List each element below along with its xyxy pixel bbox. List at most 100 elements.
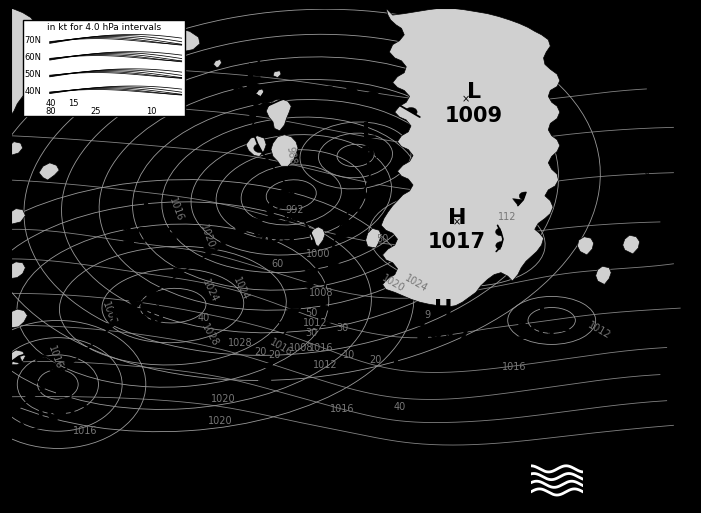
Text: 50: 50 [376,234,389,244]
Text: 1008: 1008 [309,288,334,299]
Polygon shape [294,295,307,303]
Polygon shape [247,81,259,90]
Polygon shape [341,217,355,225]
Polygon shape [35,353,45,362]
Text: L: L [393,351,407,371]
Text: L: L [247,63,261,83]
Text: L: L [639,151,653,171]
Text: 1008: 1008 [289,343,313,352]
Polygon shape [329,260,341,268]
Text: 1020: 1020 [211,394,236,404]
Text: 40: 40 [393,402,406,411]
Text: 50: 50 [306,308,318,318]
Polygon shape [23,392,36,401]
Polygon shape [246,136,266,156]
Polygon shape [11,142,22,155]
Wedge shape [322,86,335,90]
Text: 1024: 1024 [231,275,250,302]
Polygon shape [366,228,381,248]
Text: 1015: 1015 [516,323,574,343]
Text: 40N: 40N [25,87,41,96]
Text: 992: 992 [285,205,304,214]
Polygon shape [265,206,278,216]
Text: 80: 80 [46,107,56,115]
Polygon shape [213,60,222,68]
Polygon shape [358,190,372,199]
Text: 1020: 1020 [208,417,233,426]
Text: ×: × [453,217,461,227]
Text: 1012: 1012 [303,318,327,328]
Text: ×: × [462,95,470,105]
Polygon shape [278,321,292,329]
Text: L: L [291,189,299,202]
Text: 60N: 60N [25,53,42,62]
Text: 988: 988 [285,146,298,165]
Polygon shape [219,236,231,246]
Polygon shape [188,256,200,266]
Text: 40: 40 [46,98,56,108]
Wedge shape [407,108,417,115]
Polygon shape [266,99,291,131]
Text: 9: 9 [425,310,431,321]
Text: ×: × [291,201,299,211]
Polygon shape [16,421,27,429]
Polygon shape [158,277,170,287]
Text: 1016: 1016 [502,362,526,372]
Text: 1020: 1020 [379,273,406,294]
Polygon shape [381,8,560,307]
Text: 10: 10 [146,107,156,115]
Polygon shape [115,311,128,320]
Text: 1003: 1003 [32,404,90,424]
Polygon shape [512,199,524,206]
Wedge shape [301,88,313,94]
Text: 1016: 1016 [46,344,63,370]
Polygon shape [279,185,291,192]
Text: L: L [538,299,552,319]
Polygon shape [9,402,22,412]
Polygon shape [367,176,380,185]
Polygon shape [335,230,348,239]
Polygon shape [318,318,331,327]
Polygon shape [75,346,88,355]
Text: 112: 112 [498,212,517,222]
Polygon shape [271,135,298,166]
Polygon shape [326,274,339,283]
Text: 60: 60 [271,259,284,269]
Wedge shape [367,91,379,97]
Wedge shape [273,171,283,180]
Text: L: L [362,122,376,142]
Wedge shape [280,94,292,100]
Text: 1020: 1020 [198,224,216,250]
Text: 1016: 1016 [309,343,334,352]
Polygon shape [578,236,594,255]
Text: 1030: 1030 [107,308,165,328]
Polygon shape [332,245,344,253]
Wedge shape [254,144,262,152]
Polygon shape [322,289,335,298]
Wedge shape [496,228,502,236]
Polygon shape [286,308,300,317]
Text: H: H [126,284,145,304]
Polygon shape [250,216,263,226]
Polygon shape [255,89,264,96]
Text: 1008: 1008 [100,300,118,326]
Text: 1024: 1024 [200,278,220,304]
Text: 994: 994 [347,146,391,165]
Text: 10: 10 [343,350,355,360]
Text: 1017: 1017 [428,232,486,251]
Text: 40: 40 [197,313,210,323]
Wedge shape [248,114,256,123]
Polygon shape [259,159,272,166]
Text: 70N: 70N [25,36,42,45]
Text: H: H [448,208,466,228]
Polygon shape [62,358,76,367]
Polygon shape [264,348,277,357]
Text: 1016: 1016 [120,227,178,247]
Text: 50N: 50N [25,70,41,79]
Wedge shape [261,102,271,109]
Polygon shape [51,364,64,372]
Text: 20: 20 [369,355,382,365]
Text: 1000: 1000 [306,249,331,259]
Text: L: L [267,203,281,223]
Text: 1017: 1017 [414,323,472,343]
